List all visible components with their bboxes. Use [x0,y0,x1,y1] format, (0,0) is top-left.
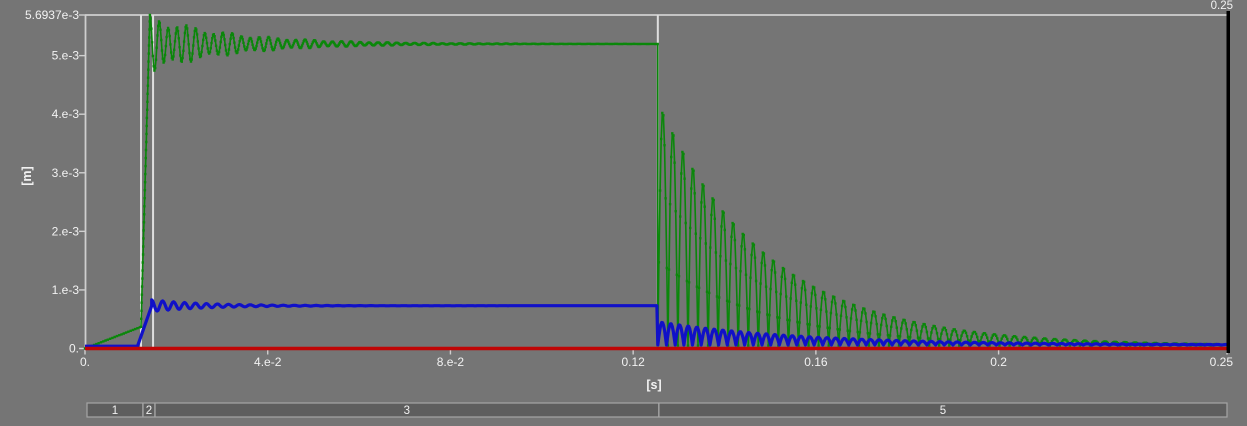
x-tick-label: 0. [80,355,90,369]
y-tick-label: 3.e-3 [52,166,80,180]
y-tick-label: 5.e-3 [52,49,80,63]
timeline-segment-label: 3 [404,405,410,417]
tick-labels: 5.6937e-3 5.e-3 4.e-3 3.e-3 2.e-3 1.e-3 0.0. 4.… [25,8,1233,369]
timeline-segment-label: 5 [940,405,946,417]
time-cursor[interactable] [1226,11,1231,353]
time-cursor-group: 0.25 [1211,0,1233,353]
y-tick-label: 1.e-3 [52,283,80,297]
y-tick-label: 0. [69,342,79,356]
x-tick-label: 0.16 [804,355,828,369]
x-tick-label: 8.e-2 [437,355,465,369]
cursor-time-label: 0.25 [1211,0,1233,12]
x-tick-label: 0.25 [1210,355,1234,369]
curve-blue-displacement [85,298,1228,348]
timeline-segment-label: 2 [146,405,152,417]
timeline-segment-label: 1 [112,405,118,417]
y-axis-unit-label: [m] [20,166,34,185]
x-tick-label: 0.2 [990,355,1007,369]
y-tick-label: 2.e-3 [52,224,80,238]
y-tick-label: 4.e-3 [52,107,80,121]
y-tick-label: 5.6937e-3 [25,8,79,22]
curve-series [83,13,1228,351]
x-axis-unit-label: [s] [646,378,661,392]
timeline-bar-frame [86,402,1228,418]
x-tick-label: 0.12 [621,355,645,369]
x-tick-label: 4.e-2 [254,355,282,369]
timeline-segment-bar: 1 2 3 5 [86,402,1228,418]
